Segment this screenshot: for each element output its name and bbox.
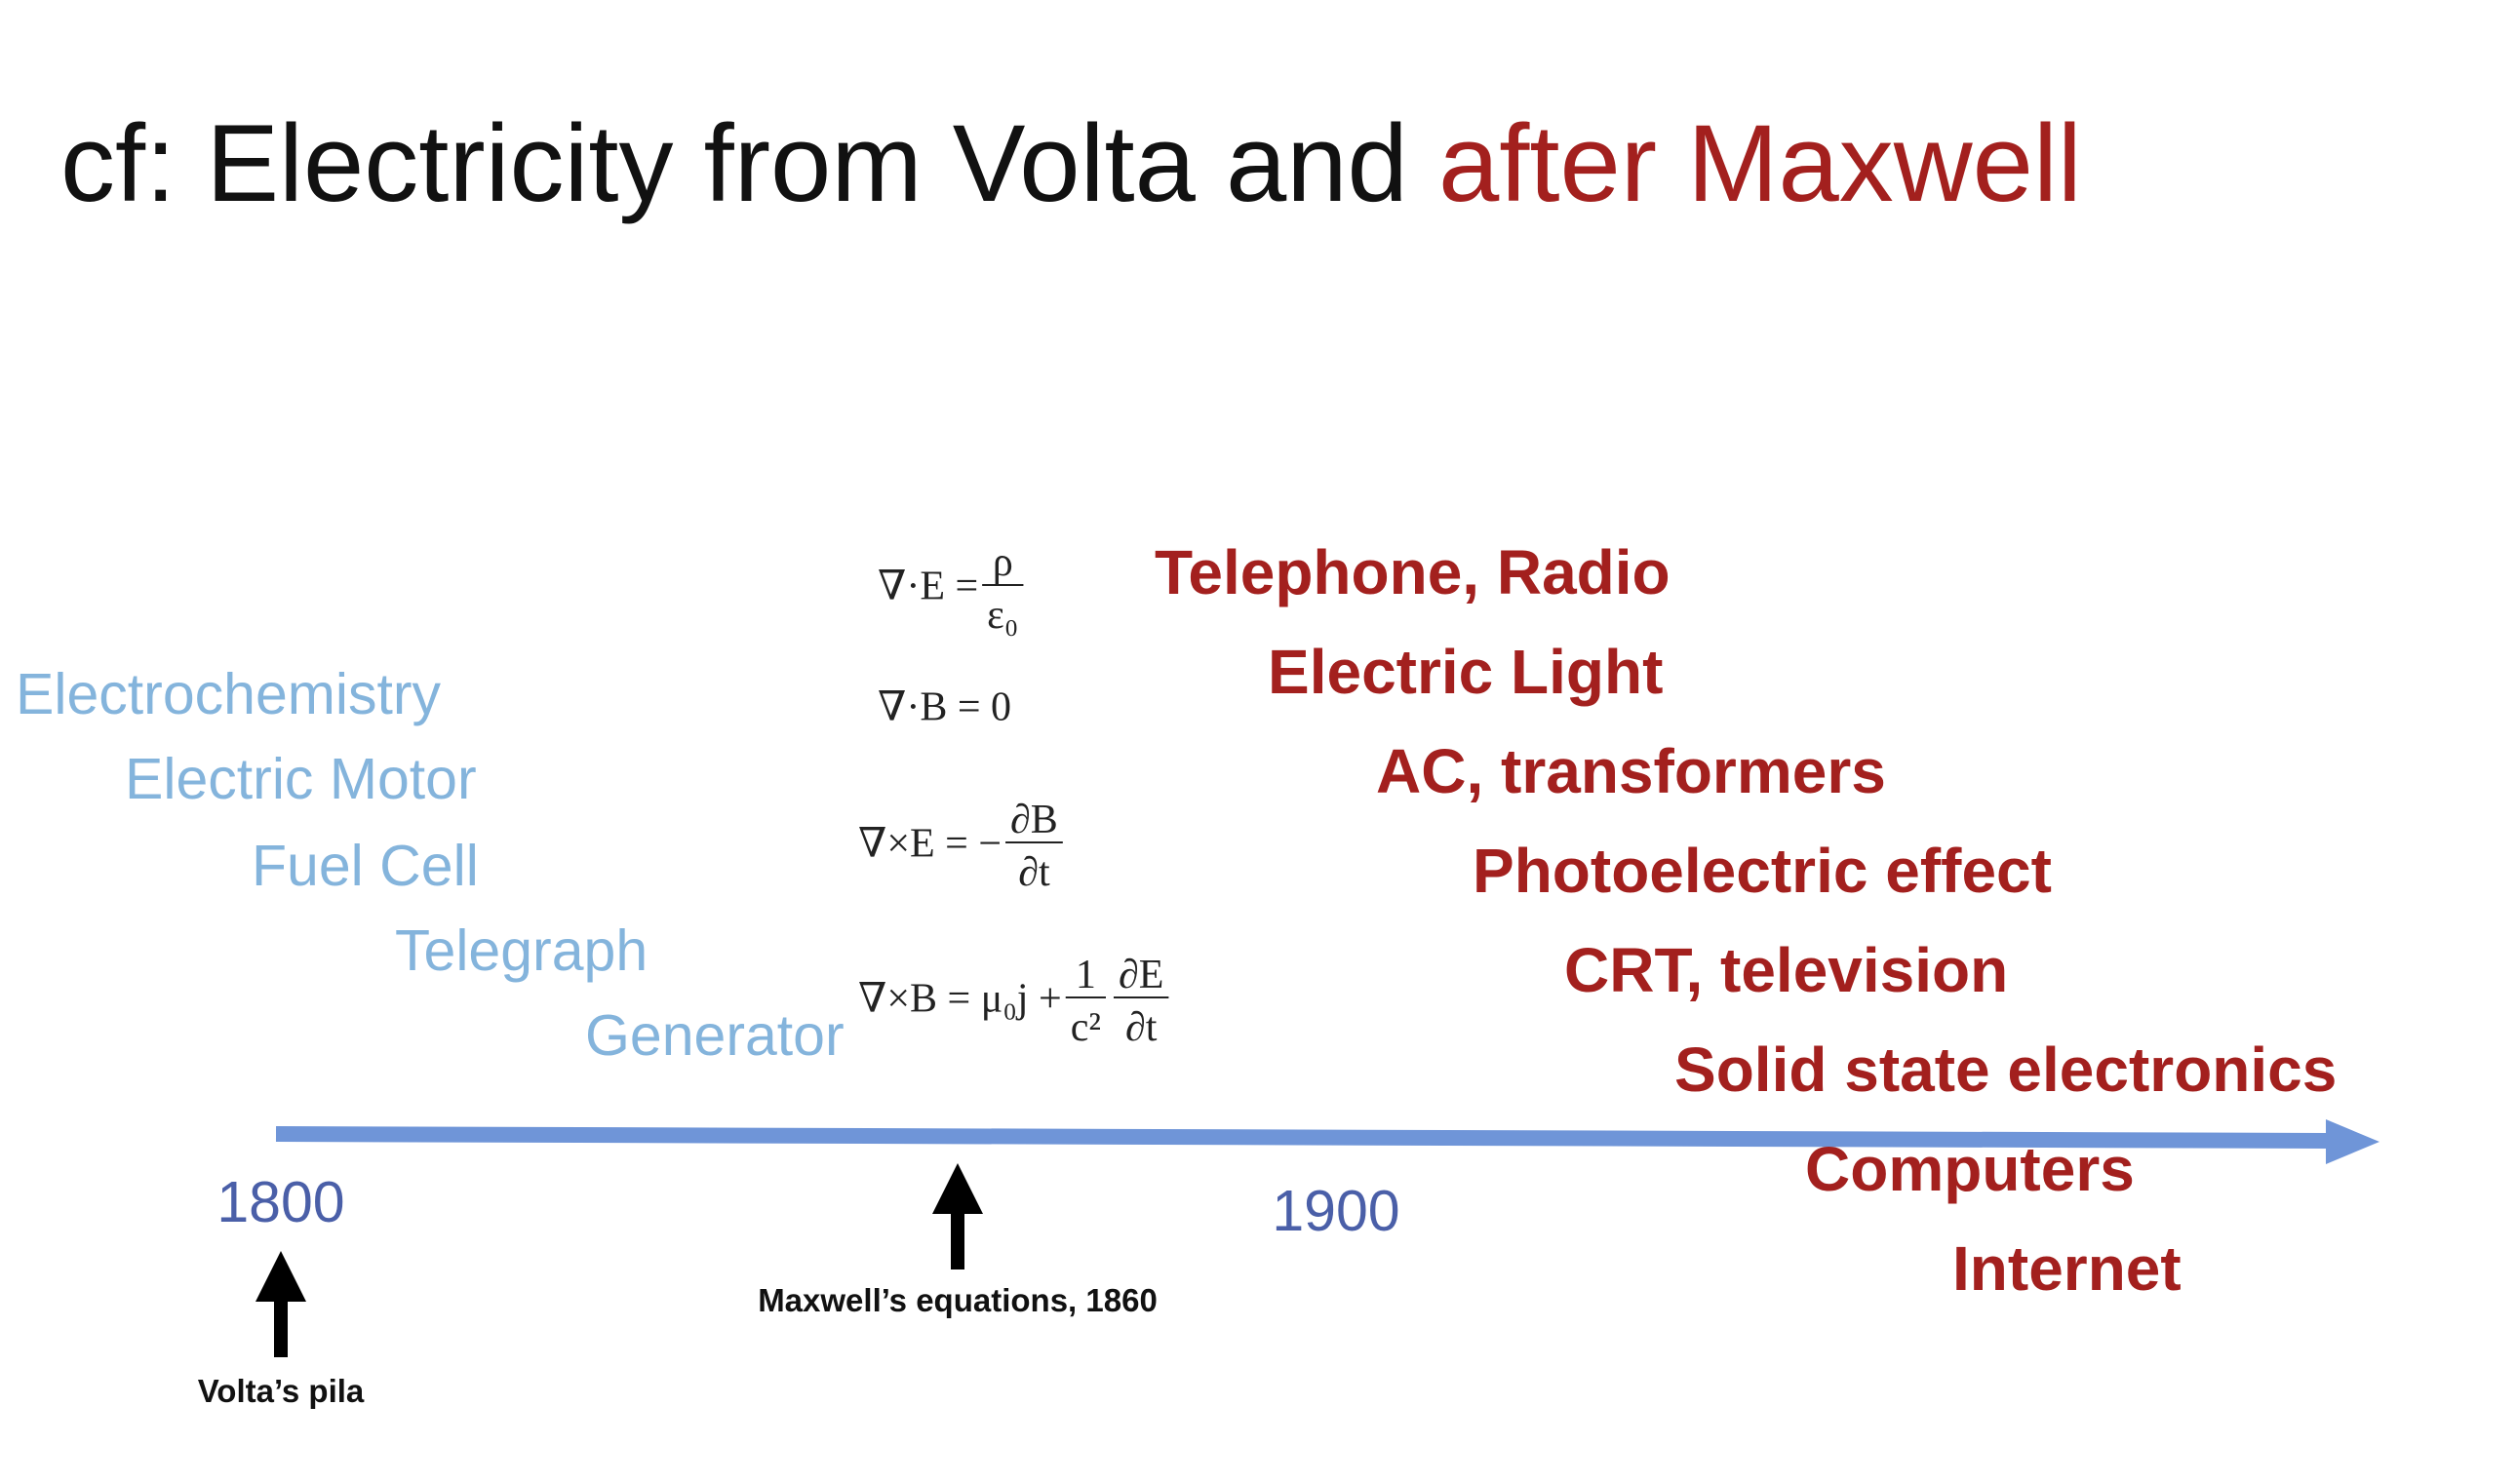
equations: ∇·E = ρ ε₀ ∇·B = 0 ∇×E = −∂B ∂t ∇×B = μ₀j + 1… (858, 540, 1169, 1050)
year-label: 1900 (1272, 1179, 1399, 1243)
before-item: Telegraph (395, 918, 648, 983)
year-label: 1800 (216, 1170, 344, 1234)
volta-arrowhead (256, 1251, 306, 1302)
equation-text: ∇·B = 0 (878, 685, 1011, 730)
equation-denominator: ε₀ (987, 593, 1018, 638)
after-item: Telephone, Radio (1155, 537, 1671, 607)
slide-title: cf: Electricity from Volta and after Max… (60, 102, 2082, 224)
before-item: Generator (585, 1003, 845, 1068)
annotation: Maxwell’s equations, 1860 (758, 1282, 1158, 1318)
after-item: Solid state electronics (1674, 1035, 2337, 1105)
equation-numerator: ρ (993, 540, 1013, 585)
equation-numerator: ∂B (1010, 798, 1058, 842)
after-item: Photoelectric effect (1473, 836, 2052, 906)
equation-numerator: ∂E (1119, 953, 1163, 997)
equation-denominator: c² (1071, 1005, 1101, 1050)
title-highlight: after Maxwell (1438, 102, 2082, 224)
equation-denominator: ∂t (1018, 850, 1050, 895)
annotation: Volta’s pila (198, 1373, 365, 1409)
before-item: Electrochemistry (16, 662, 442, 726)
timeline-axis (275, 1126, 2332, 1149)
after-item: Computers (1805, 1134, 2135, 1204)
equation-text: ∇×B = μ₀j + (858, 977, 1062, 1022)
equation-numerator: 1 (1076, 953, 1096, 997)
after-item: Electric Light (1268, 637, 1663, 707)
before-item: Fuel Cell (252, 834, 479, 898)
after-item: Internet (1952, 1233, 2182, 1304)
title-part: cf: Electricity from Volta and (60, 102, 1438, 224)
maxwell-arrowhead (932, 1163, 983, 1214)
after-item: CRT, television (1564, 935, 2008, 1005)
equation-denominator: ∂t (1125, 1005, 1158, 1050)
equation-text: ∇×E = − (858, 822, 1002, 867)
after-item: AC, transformers (1376, 736, 1886, 806)
equation-text: ∇·E = (878, 565, 978, 609)
before-item: Electric Motor (125, 747, 477, 811)
items: Electrochemistry Electric Motor Fuel Cell T… (16, 537, 2337, 1304)
timeline-arrowhead (2326, 1119, 2379, 1164)
